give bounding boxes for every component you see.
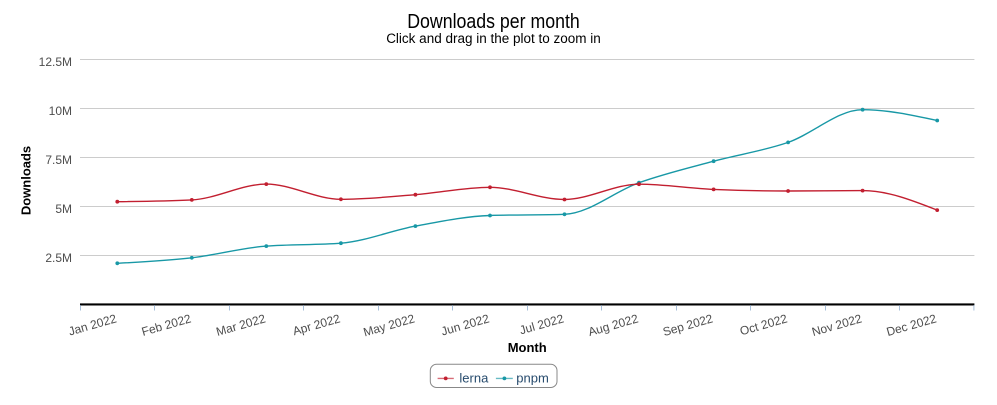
svg-text:10M: 10M	[49, 104, 72, 118]
svg-text:12.5M: 12.5M	[39, 55, 72, 69]
svg-text:pnpm: pnpm	[516, 370, 549, 385]
svg-text:Click and drag in the plot to: Click and drag in the plot to zoom in	[386, 31, 601, 46]
svg-text:7.5M: 7.5M	[45, 153, 72, 167]
svg-text:2.5M: 2.5M	[45, 251, 72, 265]
svg-text:5M: 5M	[55, 202, 72, 216]
svg-text:lerna: lerna	[459, 370, 489, 385]
svg-text:Downloads per month: Downloads per month	[407, 11, 580, 33]
svg-text:Downloads: Downloads	[19, 146, 34, 215]
svg-text:Month: Month	[508, 340, 547, 355]
